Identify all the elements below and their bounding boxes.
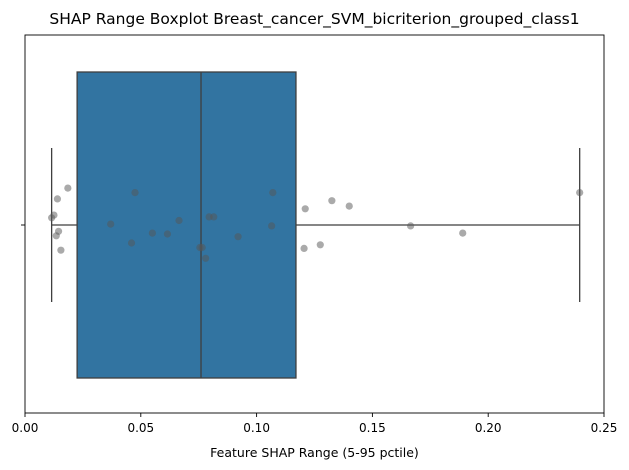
x-tick-label: 0.05: [127, 421, 154, 435]
data-point: [175, 216, 183, 225]
data-points: [48, 184, 584, 262]
data-point: [57, 246, 65, 254]
data-point: [163, 230, 172, 238]
x-axis-label: Feature SHAP Range (5-95 pctile): [210, 445, 419, 460]
data-point: [407, 222, 415, 230]
x-axis: 0.00 0.05 0.10 0.15 0.20 0.25: [12, 413, 618, 435]
data-point: [198, 243, 206, 252]
data-point: [202, 254, 210, 262]
data-point: [459, 229, 467, 237]
data-point: [131, 189, 139, 197]
box-group: [50, 71, 581, 379]
data-point: [301, 205, 309, 213]
data-point: [300, 244, 308, 252]
data-point: [268, 222, 276, 230]
data-point: [234, 233, 242, 241]
data-point: [148, 229, 156, 237]
data-point: [127, 239, 136, 247]
x-tick-label: 0.10: [243, 421, 270, 435]
data-point: [64, 184, 72, 192]
data-point: [269, 189, 277, 197]
data-point: [107, 220, 115, 228]
data-point: [328, 197, 336, 205]
x-tick-label: 0.00: [12, 421, 39, 435]
data-point: [576, 189, 584, 197]
x-tick-label: 0.15: [359, 421, 386, 435]
data-point: [345, 202, 353, 210]
plot-frame: [24, 34, 605, 414]
data-point: [316, 241, 324, 249]
data-point: [54, 227, 63, 235]
chart-title: SHAP Range Boxplot Breast_cancer_SVM_bic…: [49, 10, 579, 29]
data-point: [210, 213, 218, 221]
data-point: [50, 211, 58, 219]
data-point: [53, 195, 62, 203]
x-tick-label: 0.20: [475, 421, 502, 435]
x-tick-label: 0.25: [591, 421, 618, 435]
